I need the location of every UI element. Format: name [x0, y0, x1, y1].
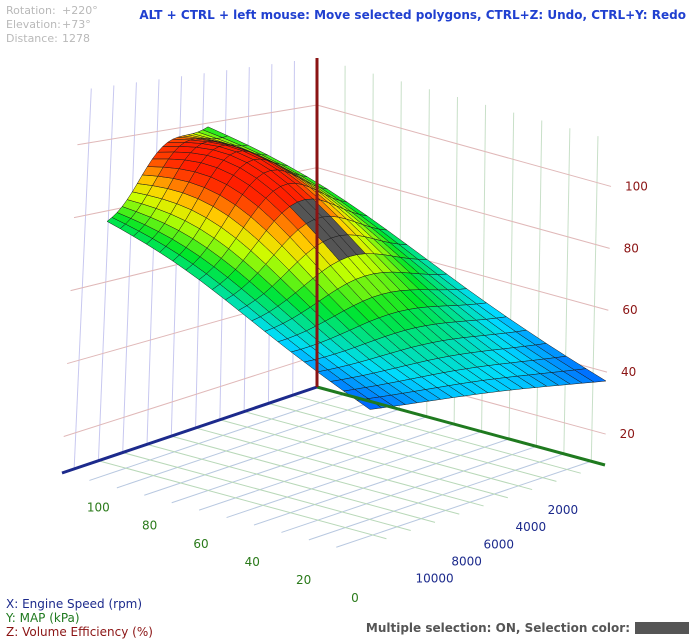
x-tick-label: 6000 [483, 537, 514, 551]
y-tick-label: 20 [296, 573, 311, 587]
x-tick-label: 2000 [548, 503, 579, 517]
x-axis-legend: X: Engine Speed (rpm) [6, 597, 143, 611]
z-tick-label: 60 [622, 303, 637, 317]
floor-grid-line [171, 416, 427, 504]
floor-grid-line [116, 401, 373, 489]
floor-grid-line [171, 435, 460, 515]
y-axis-legend: Y: MAP (kPa) [6, 611, 80, 625]
floor-grid-line [308, 453, 565, 541]
x-axis-line [316, 385, 606, 467]
wall-grid-line [590, 136, 599, 462]
y-tick-label: 80 [142, 519, 157, 533]
wall-grid-line [146, 79, 160, 445]
floor-grid-line [336, 460, 592, 548]
floor-grid-line [268, 402, 557, 482]
floor-grid-line [122, 452, 411, 532]
selection-status-text: Multiple selection: ON, Selection color: [365, 621, 630, 635]
z-level-line [316, 167, 610, 249]
surface-polygon [573, 368, 607, 383]
z-level-line [63, 355, 318, 438]
floor-grid-line [198, 423, 455, 511]
floor-grid-line [89, 393, 345, 481]
wall-grid-line [563, 128, 571, 454]
y-tick-label: 40 [245, 555, 260, 569]
wall-grid-line [97, 85, 115, 461]
floor-grid-line [195, 427, 484, 507]
volume-efficiency-surface[interactable] [106, 126, 607, 410]
selection-color-swatch [635, 622, 689, 634]
z-tick-label: 40 [621, 365, 636, 379]
keyboard-hint: ALT + CTRL + left mouse: Move selected p… [139, 8, 686, 22]
floor-grid-line [292, 394, 581, 474]
elevation-readout: Elevation:+73° [6, 18, 91, 31]
floor-grid-line [244, 411, 533, 491]
wall-grid-line [122, 82, 137, 453]
x-tick-label: 4000 [516, 520, 547, 534]
y-axis-line [61, 385, 318, 475]
rotation-readout: Rotation: +220° [6, 4, 98, 17]
x-tick-label: 10000 [415, 572, 453, 586]
z-tick-label: 100 [625, 179, 648, 193]
floor-grid-line [219, 419, 508, 499]
z-tick-label: 80 [624, 241, 639, 255]
floor-grid-line [253, 438, 510, 526]
z-level-line [77, 104, 318, 146]
floor-grid-line [98, 460, 387, 540]
y-tick-label: 0 [351, 591, 359, 605]
axis-lines [61, 58, 606, 475]
floor-grid-line [144, 408, 400, 496]
y-tick-label: 100 [87, 501, 110, 515]
floor-grid-line [226, 431, 482, 519]
z-axis-legend: Z: Volume Efficiency (%) [6, 625, 153, 639]
wall-grid-line [535, 120, 543, 447]
distance-readout: Distance: 1278 [6, 32, 90, 45]
floor-grid-line [146, 443, 436, 523]
z-tick-label: 20 [620, 427, 635, 441]
wall-grid-line [73, 88, 92, 469]
selection-status: Multiple selection: ON, Selection color: [366, 621, 689, 635]
z-level-line [316, 104, 612, 187]
y-tick-label: 60 [193, 537, 208, 551]
floor-grid-line [281, 445, 537, 533]
x-tick-label: 8000 [451, 554, 482, 568]
